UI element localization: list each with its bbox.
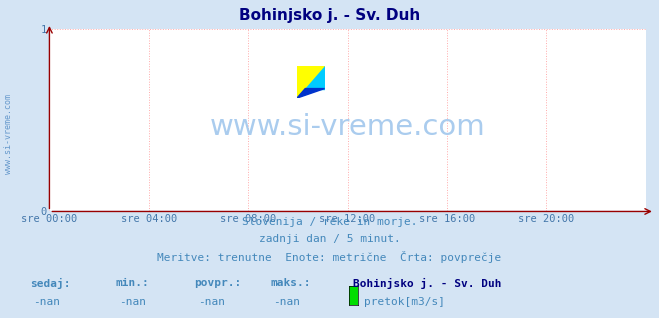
Text: povpr.:: povpr.: [194, 278, 242, 288]
Text: -nan: -nan [33, 297, 60, 307]
Text: -nan: -nan [198, 297, 225, 307]
Text: Meritve: trenutne  Enote: metrične  Črta: povprečje: Meritve: trenutne Enote: metrične Črta: … [158, 251, 501, 263]
Text: maks.:: maks.: [270, 278, 310, 288]
Text: -nan: -nan [273, 297, 301, 307]
Text: min.:: min.: [115, 278, 149, 288]
Text: pretok[m3/s]: pretok[m3/s] [364, 297, 445, 307]
Polygon shape [297, 66, 325, 98]
Text: Slovenija / reke in morje.: Slovenija / reke in morje. [242, 217, 417, 227]
Polygon shape [297, 88, 325, 98]
Text: www.si-vreme.com: www.si-vreme.com [4, 93, 13, 174]
Text: Bohinjsko j. - Sv. Duh: Bohinjsko j. - Sv. Duh [353, 278, 501, 289]
Text: zadnji dan / 5 minut.: zadnji dan / 5 minut. [258, 234, 401, 244]
Polygon shape [305, 66, 325, 88]
Text: Bohinjsko j. - Sv. Duh: Bohinjsko j. - Sv. Duh [239, 8, 420, 23]
Text: sedaj:: sedaj: [30, 278, 70, 289]
Text: -nan: -nan [119, 297, 146, 307]
Text: www.si-vreme.com: www.si-vreme.com [210, 113, 486, 142]
